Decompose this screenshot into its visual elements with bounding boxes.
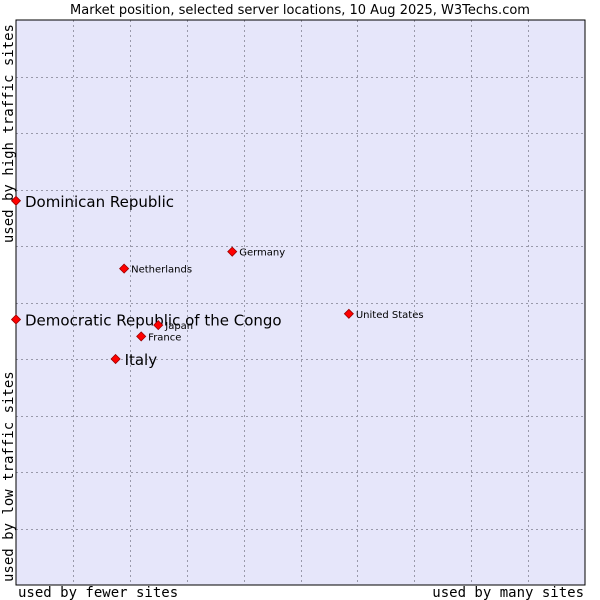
y-axis-label-bottom: used by low traffic sites <box>1 371 17 582</box>
data-points: Dominican Republic Democratic Republic of… <box>10 193 424 369</box>
point-marker <box>110 353 121 365</box>
x-axis-label-left: used by fewer sites <box>18 585 178 600</box>
point-marker <box>227 246 238 257</box>
point-france: France <box>136 331 181 343</box>
point-germany: Germany <box>227 246 285 259</box>
point-label: United States <box>356 310 424 321</box>
grid-lines <box>16 20 585 585</box>
point-label: Netherlands <box>131 265 192 276</box>
plot-area <box>16 20 585 585</box>
point-marker <box>119 263 130 274</box>
point-united-states: United States <box>343 308 424 321</box>
point-marker <box>10 314 22 325</box>
point-marker <box>153 320 164 331</box>
point-label: Dominican Republic <box>25 193 174 211</box>
chart-title: Market position, selected server locatio… <box>70 3 530 18</box>
point-label: Italy <box>125 351 158 369</box>
point-marker <box>343 308 354 319</box>
point-label: Japan <box>164 321 193 332</box>
point-japan: Japan <box>153 320 193 332</box>
y-axis-label-top: used by high traffic sites <box>1 24 17 243</box>
point-label: France <box>148 332 181 343</box>
point-netherlands: Netherlands <box>119 263 192 276</box>
point-democratic-republic-of-the-congo: Democratic Republic of the Congo <box>10 311 282 329</box>
point-marker <box>10 195 22 206</box>
point-label: Germany <box>239 248 285 259</box>
plot-border <box>15 19 586 586</box>
point-label: Democratic Republic of the Congo <box>25 311 282 329</box>
x-axis-label-right: used by many sites <box>432 585 584 600</box>
point-italy: Italy <box>110 351 158 369</box>
point-marker <box>136 331 147 342</box>
point-dominican-republic: Dominican Republic <box>10 193 174 211</box>
